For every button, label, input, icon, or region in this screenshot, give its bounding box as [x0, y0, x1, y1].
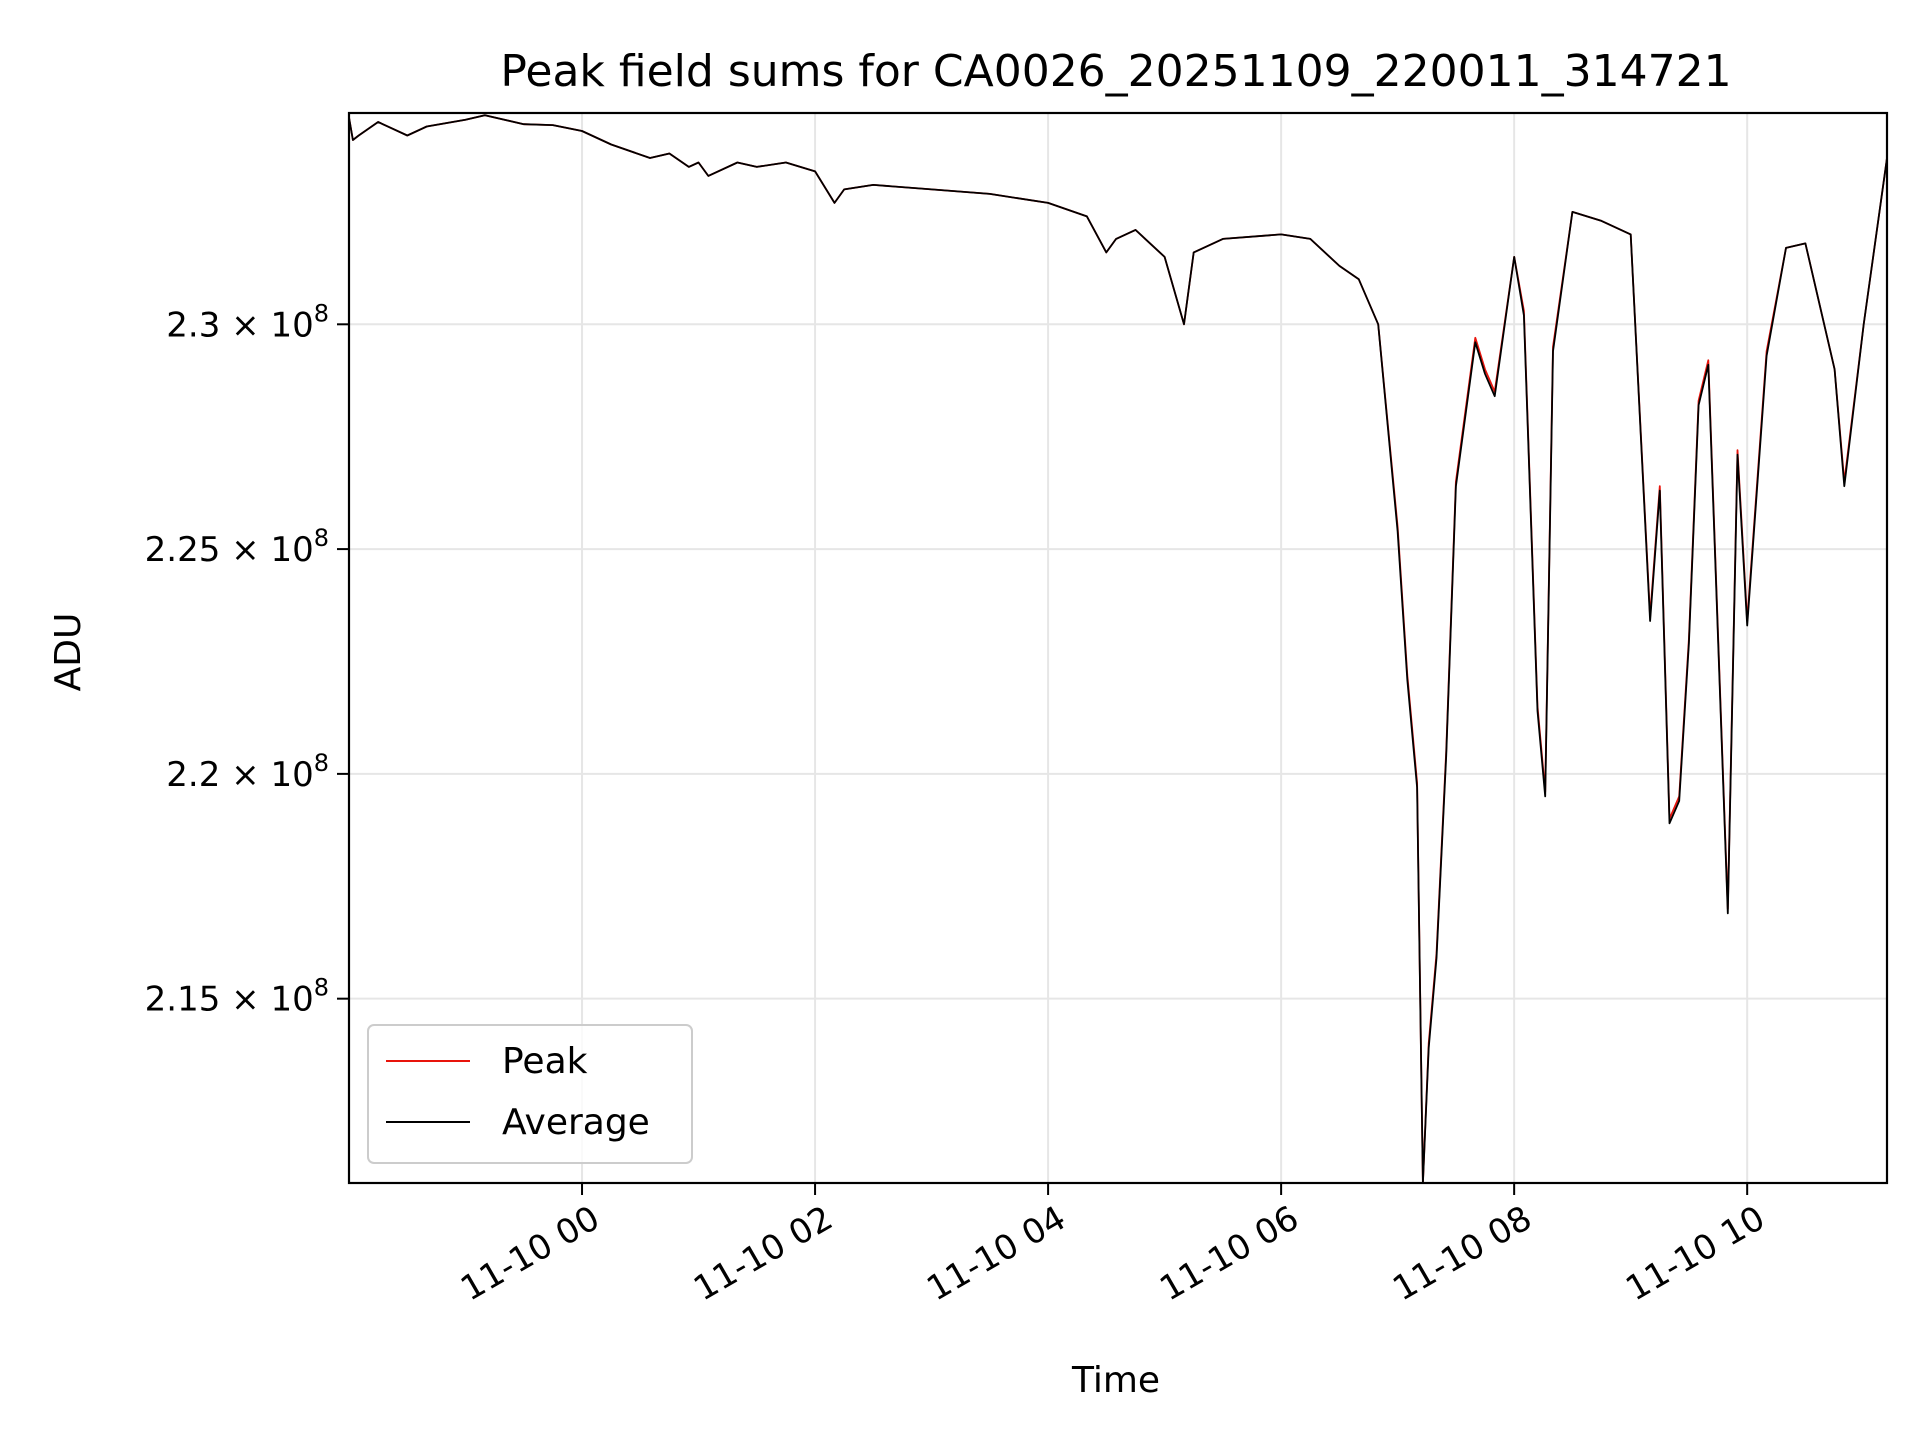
- y-tick-label: 2.3 × 108: [166, 299, 329, 345]
- legend-label-peak: Peak: [502, 1041, 588, 1082]
- chart-title: Peak field sums for CA0026_20251109_2200…: [500, 46, 1731, 97]
- y-tick-label: 2.25 × 108: [145, 524, 329, 570]
- series-layer: [348, 114, 1888, 1184]
- legend: Peak Average: [367, 1024, 693, 1164]
- legend-label-average: Average: [502, 1102, 650, 1143]
- y-tick-label: 2.2 × 108: [166, 749, 329, 795]
- grid-lines: [349, 113, 1887, 1183]
- x-axis-label: Time: [1071, 1360, 1160, 1401]
- legend-box: [367, 1024, 693, 1164]
- y-axis-label: ADU: [48, 613, 89, 692]
- y-tick-label: 2.15 × 108: [145, 974, 329, 1020]
- series-line-average: [348, 114, 1888, 1184]
- plot-frame: [347, 111, 1889, 1185]
